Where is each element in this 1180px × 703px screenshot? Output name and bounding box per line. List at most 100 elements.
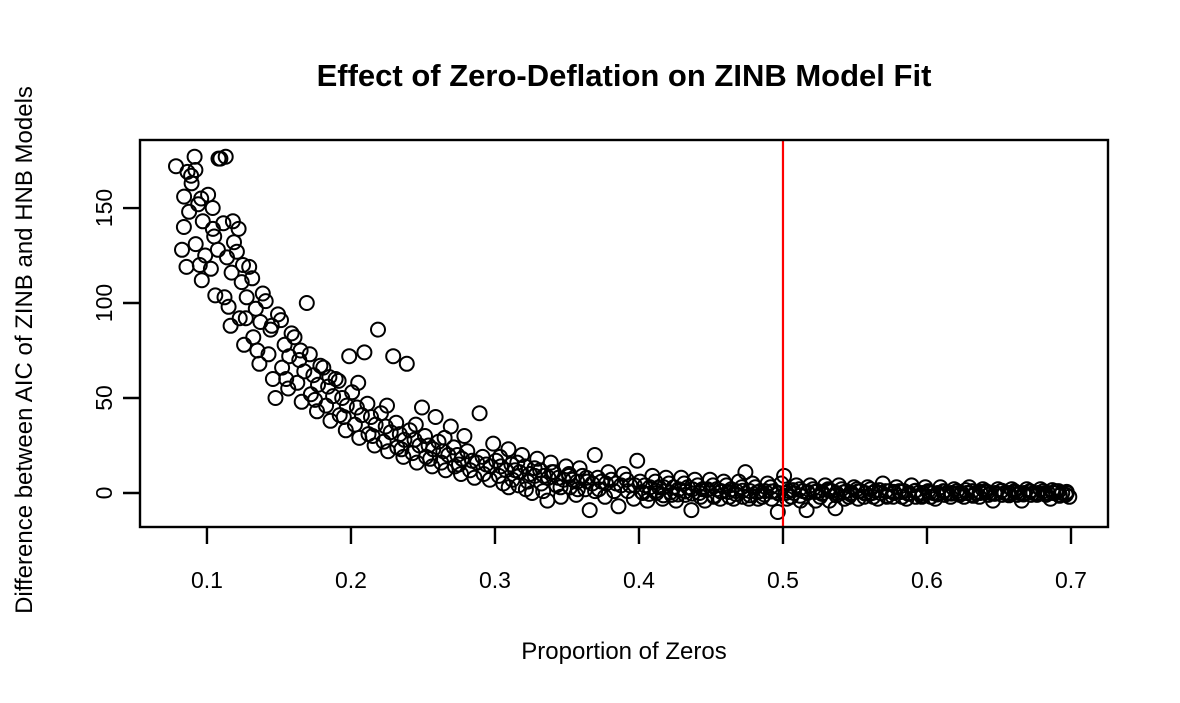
data-point [770, 485, 787, 502]
x-tick-label: 0.5 [767, 567, 799, 593]
data-point [312, 357, 329, 374]
data-point [292, 342, 309, 359]
data-point [552, 479, 569, 496]
data-point [370, 321, 386, 338]
data-point [542, 454, 559, 471]
data-point [249, 342, 266, 359]
data-point [231, 310, 248, 327]
data-point [776, 467, 793, 484]
data-point [350, 374, 367, 391]
data-point [257, 293, 274, 310]
data-point [175, 219, 192, 235]
data-point [511, 464, 528, 481]
y-tick-label: 0 [91, 487, 117, 500]
data-point [193, 272, 210, 289]
data-point [179, 163, 196, 180]
data-point [407, 416, 424, 433]
x-tick-label: 0.7 [1055, 567, 1087, 593]
data-point [335, 409, 352, 425]
data-point [244, 270, 261, 287]
data-point [798, 502, 815, 519]
data-point [600, 464, 617, 481]
data-point [683, 502, 700, 519]
data-point [610, 498, 627, 515]
data-point [223, 264, 240, 281]
x-tick-label: 0.1 [191, 567, 223, 593]
data-point [238, 289, 255, 306]
chart-title: Effect of Zero-Deflation on ZINB Model F… [317, 58, 932, 93]
data-point [330, 372, 347, 389]
data-point [379, 397, 395, 414]
data-point [283, 325, 300, 342]
data-point [569, 481, 586, 498]
data-point [492, 458, 509, 475]
data-point [471, 405, 488, 422]
data-point [1029, 485, 1046, 502]
y-tick-label: 50 [91, 385, 117, 411]
data-point [629, 452, 646, 469]
data-point [552, 488, 569, 505]
data-point [325, 388, 342, 405]
data-point [252, 314, 269, 330]
data-point [191, 257, 208, 273]
data-point [449, 447, 466, 463]
data-point [451, 456, 467, 473]
data-point [341, 348, 358, 365]
data-point [769, 504, 786, 520]
data-point [393, 441, 410, 458]
data-point [321, 369, 338, 386]
data-point [388, 414, 405, 431]
data-point [427, 409, 444, 425]
data-point [215, 215, 232, 232]
data-point [364, 428, 381, 444]
data-point [366, 437, 383, 454]
data-point [327, 371, 344, 387]
x-axis-label: Proportion of Zeros [521, 638, 726, 665]
data-point [235, 257, 251, 273]
x-tick-label: 0.6 [911, 567, 943, 593]
data-point [289, 374, 306, 391]
x-tick-label: 0.2 [335, 567, 367, 593]
data-point [254, 285, 271, 302]
data-point [296, 363, 313, 380]
data-point [351, 429, 368, 446]
data-point [236, 336, 253, 353]
data-point [187, 162, 204, 178]
data-point [178, 258, 195, 275]
data-point [509, 454, 526, 471]
data-point [230, 220, 247, 237]
data-point [396, 431, 413, 448]
data-point [482, 458, 499, 475]
data-point [500, 479, 517, 496]
data-point [586, 447, 603, 463]
data-point [233, 274, 250, 291]
data-point [216, 289, 233, 306]
data-point [1058, 483, 1075, 500]
data-point [298, 295, 315, 311]
data-point [207, 287, 224, 304]
data-point [684, 485, 701, 502]
y-tick-label: 100 [91, 284, 117, 322]
plot-box [138, 138, 1110, 529]
data-point [338, 397, 355, 414]
data-point [206, 228, 223, 245]
data-point [581, 502, 598, 519]
x-tick-label: 0.4 [623, 567, 655, 593]
data-point [222, 317, 239, 334]
data-point [417, 428, 433, 444]
data-point [217, 148, 234, 165]
data-point [293, 393, 310, 410]
data-point [543, 464, 560, 481]
data-point [202, 260, 219, 277]
data-point [278, 371, 295, 387]
data-point [286, 329, 303, 346]
data-point [186, 148, 203, 165]
data-point [228, 243, 245, 260]
data-point [437, 462, 454, 479]
data-point [398, 355, 415, 372]
data-point [459, 443, 476, 460]
axis-ticks: 0.1 0.2 0.3 0.4 0.5 0.6 0.7 0 50 100 150 [91, 189, 1087, 593]
data-point [943, 485, 960, 502]
